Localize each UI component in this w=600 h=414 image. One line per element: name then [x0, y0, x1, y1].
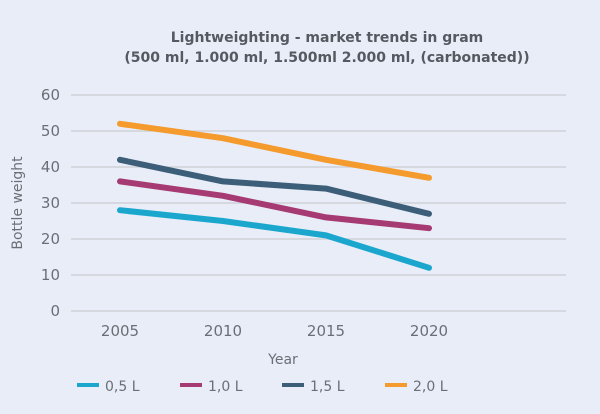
y-tick-label: 0 [50, 302, 60, 320]
x-tick-label: 2015 [307, 322, 345, 340]
x-tick-label: 2020 [410, 322, 448, 340]
x-tick-label: 2005 [101, 322, 139, 340]
series-line [117, 207, 432, 271]
legend-item: 0,5 L [77, 379, 140, 395]
y-tick-label: 20 [41, 230, 60, 248]
chart-subtitle: (500 ml, 1.000 ml, 1.500ml 2.000 ml, (ca… [124, 50, 529, 66]
series-line [117, 156, 432, 217]
series-line [117, 120, 432, 181]
y-axis-label: Bottle weight [10, 156, 26, 250]
legend-label: 2,0 L [413, 379, 448, 395]
legend-item: 1,5 L [282, 379, 345, 395]
legend-item: 1,0 L [180, 379, 243, 395]
y-tick-label: 10 [41, 266, 60, 284]
legend-label: 0,5 L [105, 379, 140, 395]
y-axis-ticks: 0 10 20 30 40 50 60 [41, 86, 60, 320]
y-tick-label: 30 [41, 194, 60, 212]
x-axis-ticks: 2005 2010 2015 2020 [101, 322, 448, 340]
x-tick-label: 2010 [204, 322, 242, 340]
series-line [117, 178, 432, 232]
x-axis-label: Year [267, 352, 298, 368]
y-tick-label: 60 [41, 86, 60, 104]
y-tick-label: 50 [41, 122, 60, 140]
y-tick-label: 40 [41, 158, 60, 176]
legend-label: 1,0 L [208, 379, 243, 395]
chart-title: Lightweighting - market trends in gram [171, 30, 483, 46]
legend: 0,5 L 1,0 L 1,5 L 2,0 L [77, 379, 448, 395]
series-lines [117, 120, 432, 271]
legend-item: 2,0 L [385, 379, 448, 395]
legend-label: 1,5 L [310, 379, 345, 395]
